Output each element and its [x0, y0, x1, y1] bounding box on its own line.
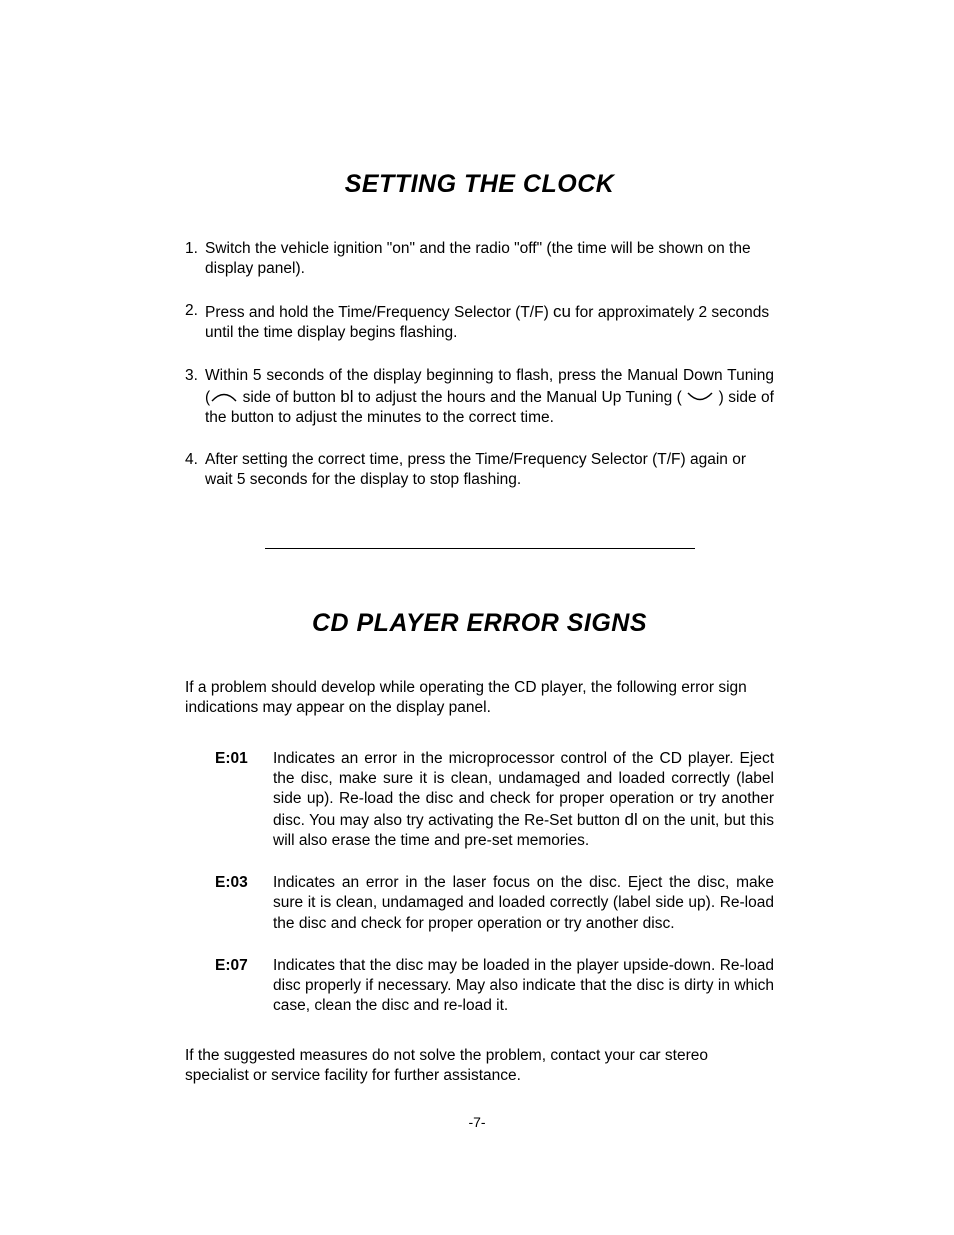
error-e01: E:01 Indicates an error in the microproc…	[185, 749, 774, 852]
error-intro: If a problem should develop while operat…	[185, 678, 774, 718]
step-text: Within 5 seconds of the display beginnin…	[205, 366, 774, 428]
step-number: 4.	[185, 450, 205, 490]
page-content: SETTING THE CLOCK 1. Switch the vehicle …	[0, 0, 954, 1086]
step-1: 1. Switch the vehicle ignition "on" and …	[185, 239, 774, 279]
error-description: Indicates an error in the microprocessor…	[273, 749, 774, 852]
error-code: E:07	[185, 956, 273, 1016]
step-number: 2.	[185, 301, 205, 343]
step-number: 1.	[185, 239, 205, 279]
step-text: After setting the correct time, press th…	[205, 450, 774, 490]
arc-up-icon	[210, 388, 238, 408]
error-description: Indicates an error in the laser focus on…	[273, 873, 774, 933]
step-text-part: Press and hold the Time/Frequency Select…	[205, 304, 553, 321]
page-number: -7-	[0, 1114, 954, 1130]
cd-error-title: CD PLAYER ERROR SIGNS	[185, 609, 774, 638]
ref-cu: cu	[553, 302, 571, 321]
arc-down-icon	[686, 388, 714, 408]
section-divider	[265, 548, 695, 549]
ref-bl: bl	[340, 387, 353, 406]
step-4: 4. After setting the correct time, press…	[185, 450, 774, 490]
error-e07: E:07 Indicates that the disc may be load…	[185, 956, 774, 1016]
step-number: 3.	[185, 366, 205, 428]
step-2: 2. Press and hold the Time/Frequency Sel…	[185, 301, 774, 343]
step-text-part: to adjust the hours and the Manual Up Tu…	[353, 389, 686, 406]
step-text: Switch the vehicle ignition "on" and the…	[205, 239, 774, 279]
error-code: E:03	[185, 873, 273, 933]
closing-text: If the suggested measures do not solve t…	[185, 1046, 774, 1086]
step-3: 3. Within 5 seconds of the display begin…	[185, 366, 774, 428]
error-description: Indicates that the disc may be loaded in…	[273, 956, 774, 1016]
ref-dl: dl	[625, 810, 638, 829]
step-text-part: side of button	[238, 389, 340, 406]
error-code: E:01	[185, 749, 273, 852]
error-e03: E:03 Indicates an error in the laser foc…	[185, 873, 774, 933]
setting-clock-title: SETTING THE CLOCK	[185, 170, 774, 199]
step-text: Press and hold the Time/Frequency Select…	[205, 301, 774, 343]
